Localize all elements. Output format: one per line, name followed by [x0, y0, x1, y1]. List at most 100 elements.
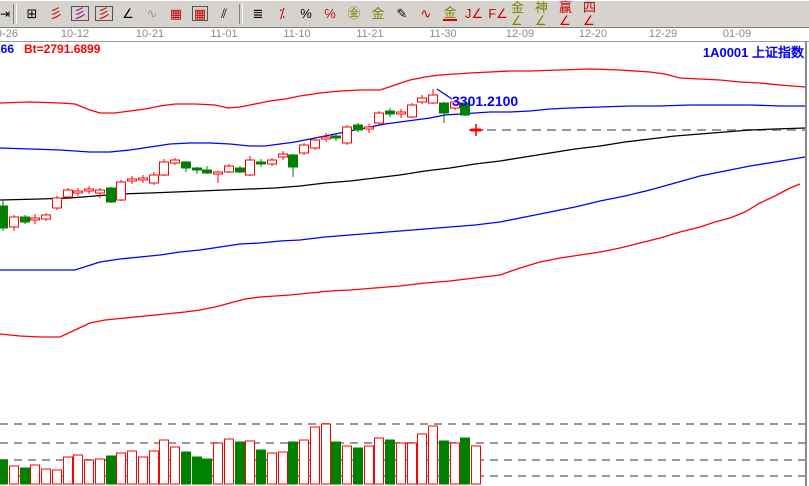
volume-bar: [373, 437, 385, 485]
volume-bar: [459, 437, 471, 485]
candle-body-up: [62, 189, 74, 198]
shen-trendline-icon[interactable]: 神∠: [535, 0, 549, 28]
candle-body-up: [341, 126, 353, 144]
volume-bar: [40, 468, 52, 485]
candle-body-up: [298, 144, 310, 154]
axis-date-label: 11-21: [356, 28, 384, 40]
volume-bar: [330, 441, 342, 485]
candle-body-up: [395, 111, 407, 115]
fan-box-alt-icon[interactable]: 彡: [95, 6, 113, 21]
axis-date-label: 10-21: [135, 28, 165, 40]
candle-body-up: [373, 112, 385, 124]
volume-bar: [51, 469, 63, 485]
candle-body-up: [427, 94, 439, 104]
candle-body-up: [169, 159, 181, 164]
wave-icon[interactable]: ∿: [146, 6, 158, 21]
ying-trendline-icon[interactable]: 赢∠: [559, 0, 573, 28]
toolbar-separator: [239, 3, 243, 24]
volume-bar: [438, 440, 450, 485]
volume-bar: [255, 449, 267, 485]
candle-body-down: [201, 169, 213, 174]
volume-bar: [137, 456, 149, 485]
volume-bar: [363, 445, 375, 485]
parallel-lines-icon[interactable]: ⫽: [221, 6, 227, 21]
candle-body-up: [83, 188, 95, 192]
volume-bar: [212, 442, 224, 485]
volume-bar: [126, 450, 138, 485]
axis-date-label: 9-26: [0, 28, 19, 40]
candle-body-down: [287, 154, 299, 168]
axis-date-label: 11-01: [210, 28, 238, 40]
volume-bar: [83, 459, 95, 485]
band-line-middle-black: [0, 127, 806, 201]
axis-date-label: 12-29: [648, 28, 678, 40]
candle-body-down: [105, 187, 117, 203]
percent-ruler-icon[interactable]: ℅: [324, 6, 336, 21]
candle-body-up: [309, 139, 321, 149]
volume-bar: [201, 458, 213, 485]
fan-box-icon[interactable]: 彡: [71, 6, 89, 21]
candle-body-down: [330, 135, 342, 139]
candle-body-up: [40, 214, 52, 220]
gold-trendline-icon[interactable]: 金∠: [511, 0, 525, 28]
volume-bar: [19, 467, 31, 485]
volume-bar: [406, 442, 418, 485]
brush-icon[interactable]: ✎: [396, 6, 408, 21]
volume-bar: [223, 438, 235, 485]
volume-bar: [148, 450, 160, 485]
axis-date-label: 11-30: [429, 28, 457, 40]
candle-body-down: [352, 124, 364, 131]
symbol-title[interactable]: 1A0001 上证指数: [702, 45, 804, 60]
candle-body-up: [148, 174, 160, 184]
percent-line-icon[interactable]: ⁒: [279, 6, 285, 21]
candle-body-up: [266, 159, 278, 165]
candle-body-down: [0, 205, 9, 229]
volume-bar: [341, 445, 353, 485]
candle-body-down: [384, 110, 396, 115]
si-trendline-icon[interactable]: 四∠: [583, 0, 597, 28]
candle-body-up: [363, 126, 375, 130]
volume-bar: [320, 423, 332, 485]
candle-body-down: [255, 161, 267, 165]
volume-bar: [62, 456, 74, 485]
candle-body-down: [180, 161, 192, 169]
candle-body-up: [137, 177, 149, 181]
candle-body-up: [277, 153, 289, 158]
candle-body-up: [115, 181, 127, 201]
grid-icon[interactable]: ▦: [169, 6, 183, 21]
candle-body-up: [8, 216, 20, 228]
wave-band-icon[interactable]: ∿: [420, 6, 432, 21]
candle-body-down: [19, 216, 31, 223]
volume-bar: [287, 441, 299, 485]
candle-body-up: [126, 178, 138, 182]
gold-circle-icon[interactable]: ㊎: [347, 6, 361, 21]
candle-body-down: [459, 102, 471, 116]
percent-icon[interactable]: %: [300, 6, 312, 21]
volume-bar: [158, 439, 170, 485]
candle-body-up: [158, 161, 170, 176]
volume-bar: [384, 439, 396, 485]
candle-body-up: [72, 190, 84, 194]
annotation-leader-line: [436, 88, 453, 100]
candle-body-up: [94, 189, 106, 194]
gold-underline-icon[interactable]: 金: [443, 5, 457, 21]
trend-angle-icon[interactable]: ∠: [122, 6, 134, 21]
j-trendline-icon[interactable]: J∠: [464, 6, 484, 21]
volume-bar: [470, 445, 482, 485]
volume-bar: [395, 442, 407, 485]
grid-box-icon[interactable]: ▦: [191, 6, 209, 21]
volume-bar: [427, 425, 439, 485]
volume-bar: [105, 455, 117, 485]
band-line-mid-lower-blue: [0, 156, 806, 271]
drawing-toolbar: ⇥ ⊞ 彡彡彡 ∠ ∿ ▦ ▦ ⫽ ≣ ⁒% ℅ ㊎金 ✎ ∿ 金 J∠ F∠ 金∠ 神∠ 赢∠ 四∠: [0, 0, 809, 28]
f-trendline-icon[interactable]: F∠: [488, 6, 508, 21]
scale-ruler-icon[interactable]: ≣: [252, 6, 264, 21]
axis-date-label: 12-20: [578, 28, 608, 40]
gann-grid-icon[interactable]: ⊞: [26, 6, 38, 21]
gold-lines-icon[interactable]: 金: [371, 6, 385, 21]
pin-icon[interactable]: ⇥: [0, 6, 10, 21]
fan-lines-icon[interactable]: 彡: [49, 6, 63, 21]
bt-indicator-label: Bt=2791.6899: [24, 42, 101, 56]
volume-bar: [72, 454, 84, 485]
